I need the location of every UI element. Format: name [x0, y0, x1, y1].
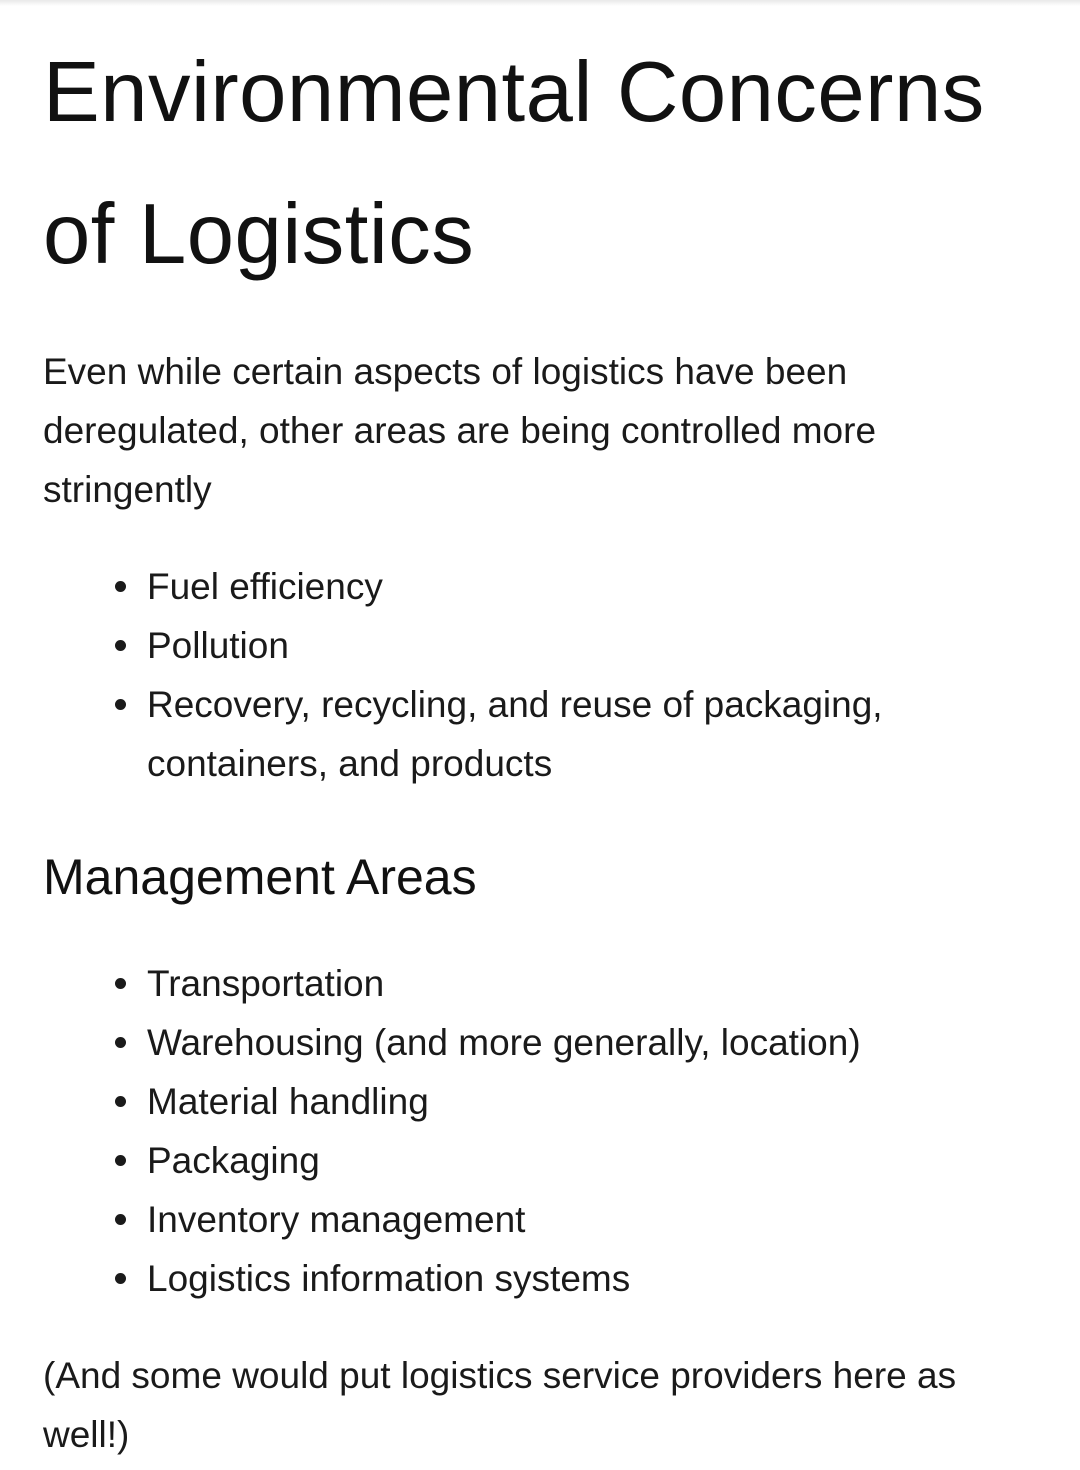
list-item-text: Transportation: [147, 963, 385, 1004]
list-item-text: Inventory management: [147, 1199, 526, 1240]
management-areas-list: Transportation Warehousing (and more gen…: [43, 954, 1043, 1308]
list-item: Inventory management: [115, 1190, 1043, 1249]
footnote-paragraph: (And some would put logistics service pr…: [43, 1355, 957, 1455]
list-item: Logistics information systems: [115, 1249, 1043, 1308]
list-item: Pollution: [115, 616, 1043, 675]
top-edge-shadow: [0, 0, 1080, 6]
document-body: Environmental Concerns of Logistics Even…: [43, 22, 1043, 1464]
bullet-icon: [115, 1273, 126, 1284]
bullet-icon: [115, 978, 126, 989]
bullet-icon: [115, 1096, 126, 1107]
bullet-icon: [115, 1155, 126, 1166]
list-item: Warehousing (and more generally, locatio…: [115, 1013, 1043, 1072]
list-item-text: Recovery, recycling, and reuse of packag…: [147, 684, 883, 784]
list-item: Material handling: [115, 1072, 1043, 1131]
intro-paragraph: Even while certain aspects of logistics …: [43, 351, 877, 510]
bullet-icon: [115, 581, 126, 592]
list-item-text: Pollution: [147, 625, 289, 666]
list-item: Fuel efficiency: [115, 557, 1043, 616]
bullet-icon: [115, 1037, 126, 1048]
concerns-list: Fuel efficiency Pollution Recovery, recy…: [43, 557, 1043, 793]
bullet-icon: [115, 640, 126, 651]
list-item: Transportation: [115, 954, 1043, 1013]
list-item: Packaging: [115, 1131, 1043, 1190]
list-item: Recovery, recycling, and reuse of packag…: [115, 675, 1043, 793]
list-item-text: Packaging: [147, 1140, 320, 1181]
list-item-text: Logistics information systems: [147, 1258, 631, 1299]
bullet-icon: [115, 1214, 126, 1225]
bullet-icon: [115, 699, 126, 710]
page-title: Environmental Concerns of Logistics: [43, 45, 985, 282]
list-item-text: Material handling: [147, 1081, 429, 1122]
list-item-text: Warehousing (and more generally, locatio…: [147, 1022, 861, 1063]
list-item-text: Fuel efficiency: [147, 566, 383, 607]
section-heading: Management Areas: [43, 849, 477, 905]
